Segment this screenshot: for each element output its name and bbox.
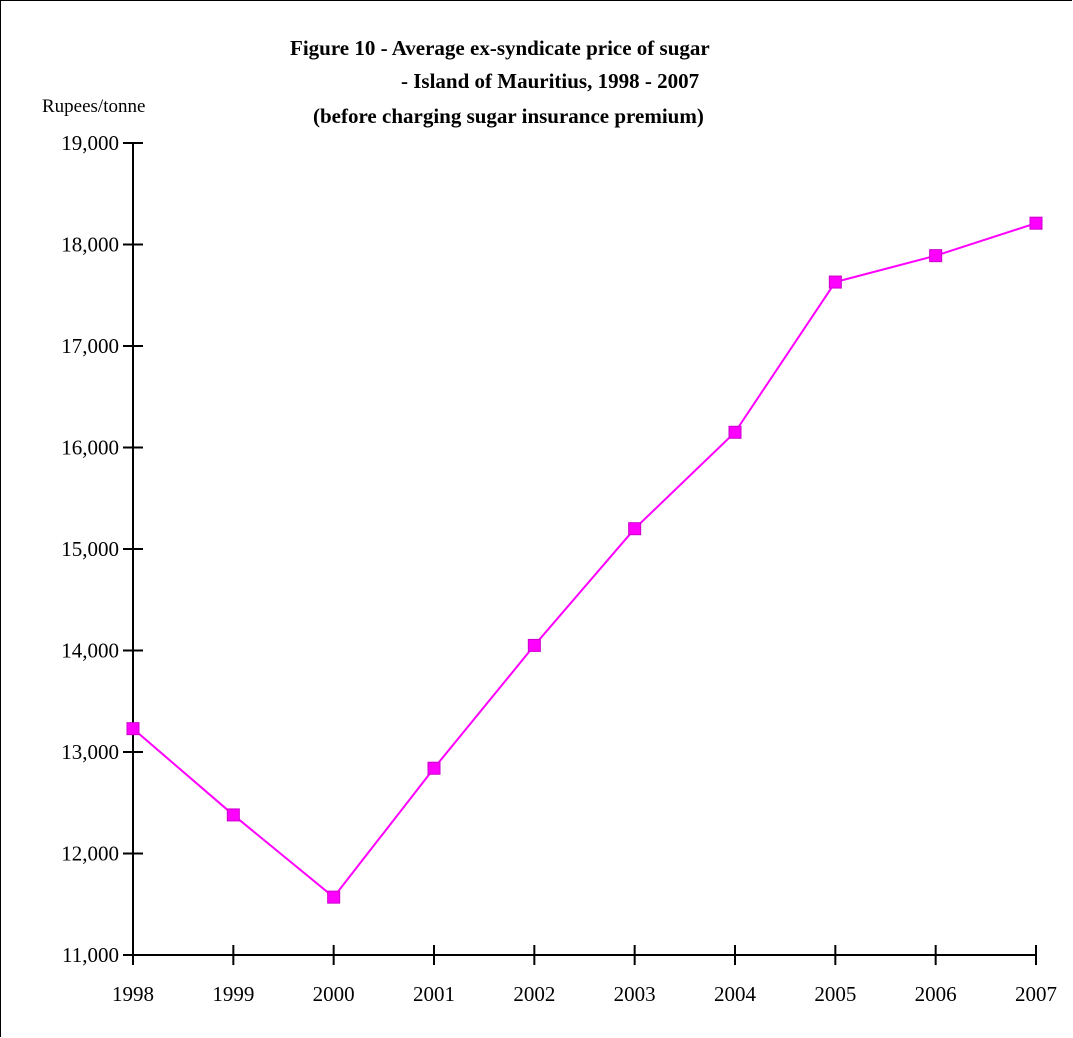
x-tick-label: 1998 xyxy=(112,982,154,1006)
data-point-marker xyxy=(126,722,140,736)
x-tick-label: 2002 xyxy=(513,982,555,1006)
y-tick-label: 19,000 xyxy=(61,131,119,155)
data-point-marker xyxy=(628,522,642,536)
x-tick-label: 2003 xyxy=(614,982,656,1006)
y-tick-label: 13,000 xyxy=(61,740,119,764)
chart-title-line-2: - Island of Mauritius, 1998 - 2007 xyxy=(401,69,699,93)
data-point-marker xyxy=(226,808,240,822)
x-tick-label: 2000 xyxy=(313,982,355,1006)
x-tick-label: 2005 xyxy=(814,982,856,1006)
x-axis-ticks: 1998 1999 2000 2001 2002 2003 2004 2005 2006 2007 xyxy=(112,945,1057,1006)
y-axis-ticks: 11,000 12,000 13,000 14,000 15,000 16,000 17,0… xyxy=(61,131,143,967)
data-point-marker xyxy=(327,890,341,904)
y-tick-label: 11,000 xyxy=(62,943,119,967)
x-tick-label: 1999 xyxy=(212,982,254,1006)
data-point-marker xyxy=(527,638,541,652)
data-point-marker xyxy=(929,249,943,263)
series-group xyxy=(126,216,1043,904)
y-tick-label: 16,000 xyxy=(61,436,119,460)
data-point-marker xyxy=(728,425,742,439)
x-tick-label: 2004 xyxy=(714,982,757,1006)
data-point-marker xyxy=(828,275,842,289)
x-tick-label: 2006 xyxy=(915,982,957,1006)
y-tick-label: 17,000 xyxy=(61,334,119,358)
chart-title-line-1: Figure 10 - Average ex-syndicate price o… xyxy=(290,36,710,60)
y-tick-label: 14,000 xyxy=(61,639,119,663)
chart-title-line-3: (before charging sugar insurance premium… xyxy=(313,104,704,128)
y-axis-unit-label: Rupees/tonne xyxy=(42,96,145,117)
x-tick-label: 2007 xyxy=(1015,982,1057,1006)
series-line xyxy=(132,222,1037,899)
data-point-marker xyxy=(427,761,441,775)
y-tick-label: 15,000 xyxy=(61,537,119,561)
chart-title: Figure 10 - Average ex-syndicate price o… xyxy=(290,36,710,128)
data-point-marker xyxy=(1029,216,1043,230)
y-tick-label: 18,000 xyxy=(61,233,119,257)
y-tick-label: 12,000 xyxy=(61,842,119,866)
x-tick-label: 2001 xyxy=(413,982,455,1006)
